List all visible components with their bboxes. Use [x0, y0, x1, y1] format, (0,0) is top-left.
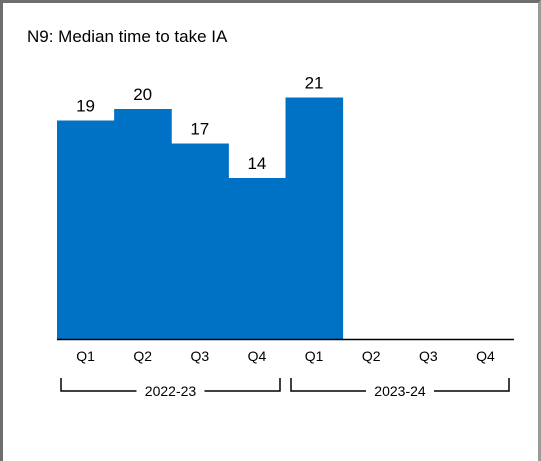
x-tick-label-3: Q3 — [190, 348, 209, 364]
x-tick-label-2: Q2 — [133, 348, 152, 364]
bar-4 — [228, 178, 286, 339]
data-label-3: 17 — [190, 120, 209, 139]
bar-3 — [171, 143, 229, 339]
group-label-2: 2023-24 — [374, 383, 426, 399]
data-label-2: 20 — [133, 85, 152, 104]
bar-1 — [57, 120, 115, 339]
group-label-1: 2022-23 — [145, 383, 197, 399]
x-tick-label-7: Q3 — [419, 348, 438, 364]
group-bracket-1 — [60, 378, 281, 392]
data-label-5: 21 — [305, 74, 324, 93]
bar-5 — [285, 97, 344, 339]
x-tick-label-1: Q1 — [76, 348, 95, 364]
data-label-1: 19 — [76, 97, 95, 116]
bar-2 — [114, 109, 172, 339]
group-bracket-2 — [290, 378, 510, 392]
chart-title: N9: Median time to take IA — [27, 27, 228, 46]
x-tick-label-6: Q2 — [362, 348, 381, 364]
x-tick-label-5: Q1 — [305, 348, 324, 364]
x-tick-label-4: Q4 — [248, 348, 267, 364]
data-label-4: 14 — [247, 154, 266, 173]
x-tick-label-8: Q4 — [476, 348, 495, 364]
